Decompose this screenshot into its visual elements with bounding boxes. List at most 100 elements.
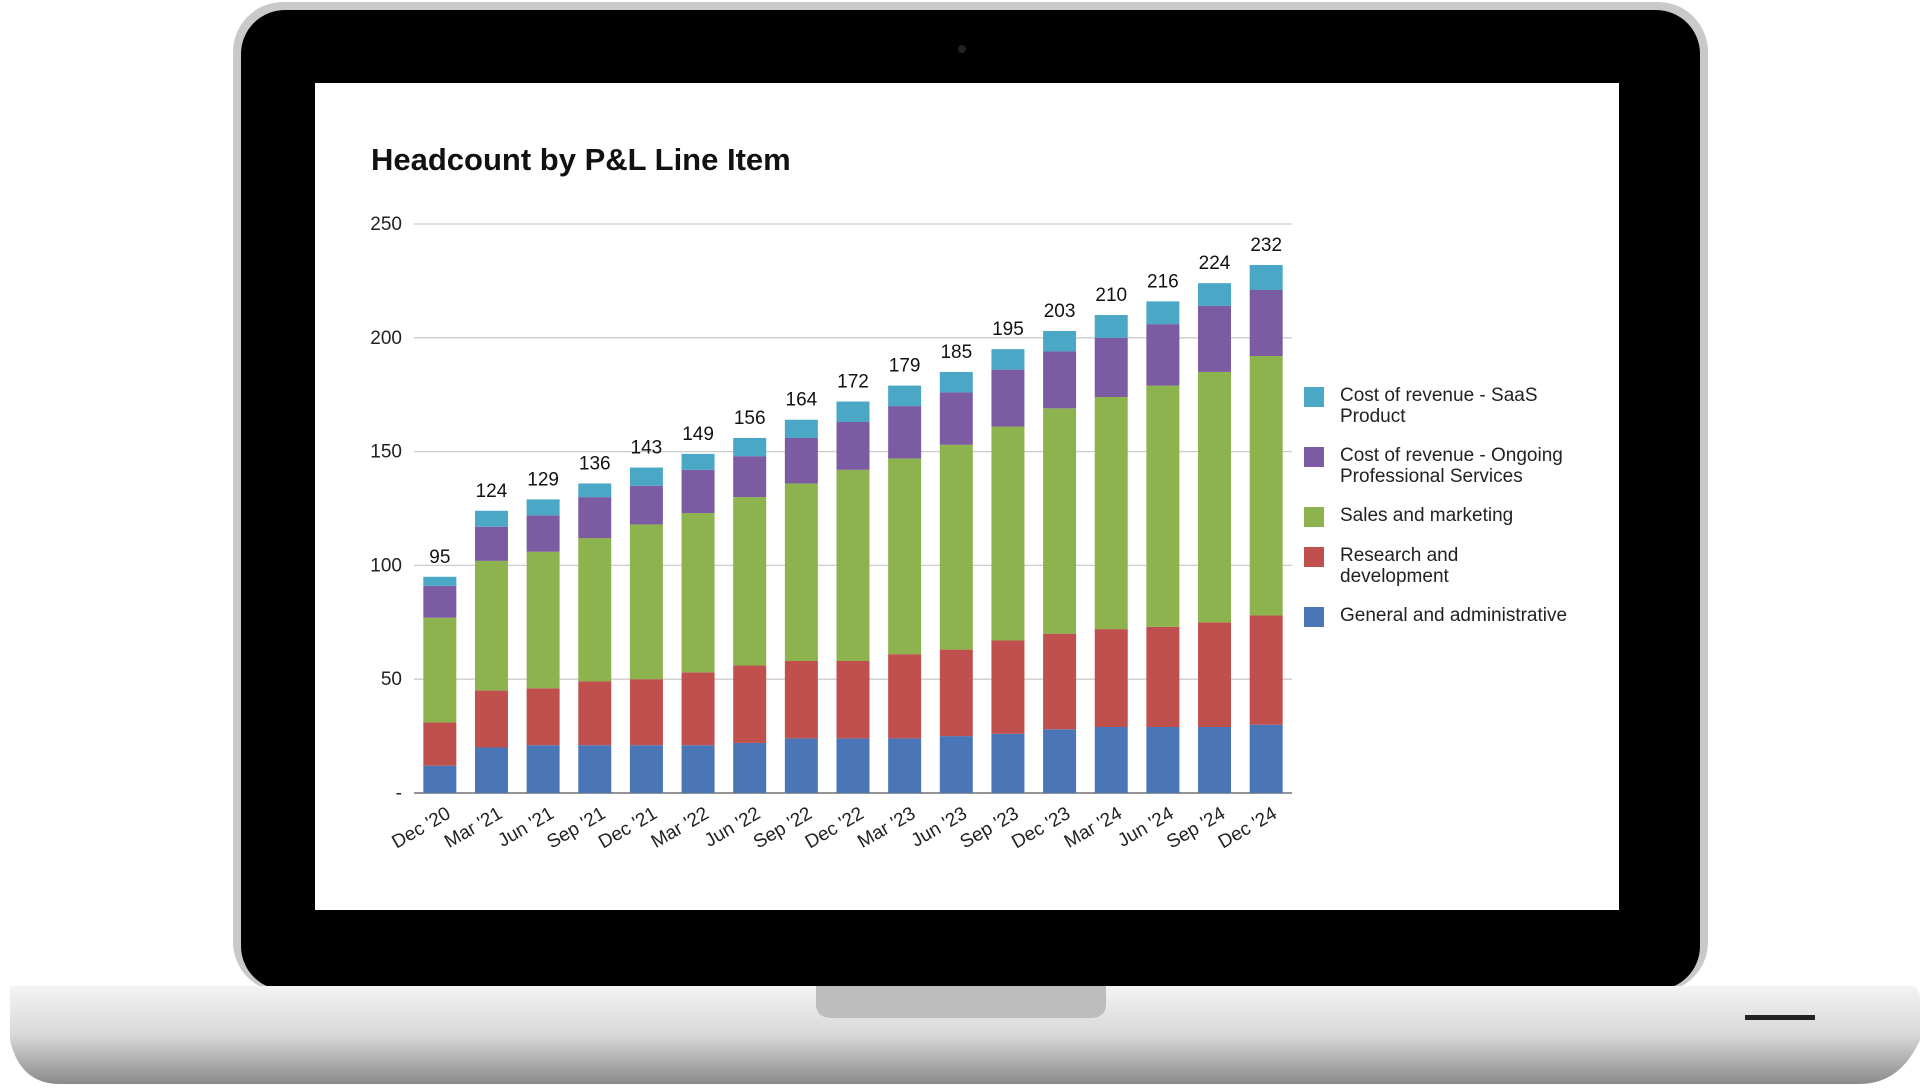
bar-segment (1043, 351, 1077, 409)
total-label: 172 (837, 372, 869, 393)
bar-segment (1198, 371, 1232, 623)
bar-segment (629, 467, 663, 486)
total-label: 136 (579, 453, 611, 474)
bar-segment (1198, 622, 1232, 727)
bar-segment (991, 733, 1025, 793)
bar-segment (888, 385, 922, 407)
total-label: 224 (1199, 253, 1231, 274)
bar-segment (1094, 396, 1128, 630)
bar-segment (1249, 615, 1283, 725)
bar-segment (836, 469, 870, 661)
total-label: 185 (940, 342, 972, 363)
total-label: 124 (476, 481, 508, 502)
bar-segment (939, 392, 973, 445)
bar-segment (991, 369, 1025, 427)
total-label: 156 (734, 408, 766, 429)
bar-segment (888, 738, 922, 793)
bar-segment (578, 483, 612, 498)
bar-segment (939, 649, 973, 737)
legend-label: Sales and marketing (1340, 505, 1514, 526)
bar-segment (939, 371, 973, 393)
bar-segment (784, 738, 818, 793)
bar-segment (578, 497, 612, 539)
bar-segment (681, 672, 715, 746)
bar-segment (1043, 408, 1077, 634)
chart-title: Headcount by P&L Line Item (371, 142, 791, 177)
camera (958, 45, 966, 53)
bar-segment (836, 401, 870, 423)
bar-segment (991, 349, 1025, 370)
bar-segment (629, 485, 663, 525)
bar-segment (423, 576, 457, 586)
bar-segment (423, 722, 457, 766)
bar-segment (1094, 315, 1128, 338)
bar-segment (423, 765, 457, 793)
bar-segment (629, 745, 663, 793)
bar-segment (1146, 626, 1180, 727)
bar-segment (1043, 729, 1077, 793)
bar-segment (1249, 290, 1283, 357)
total-label: 149 (682, 424, 714, 445)
bar-segment (423, 585, 457, 618)
total-label: 210 (1095, 285, 1127, 306)
bar-segment (681, 745, 715, 793)
total-label: 195 (992, 319, 1024, 340)
total-label: 129 (527, 469, 559, 490)
total-label: 203 (1044, 301, 1076, 322)
bar-segment (733, 742, 767, 793)
bar-segment (1198, 305, 1232, 372)
legend-item: Cost of revenue - SaaS Product (1304, 385, 1604, 427)
bar-segment (526, 551, 560, 689)
bar-segment (784, 660, 818, 739)
bar-segment (1094, 629, 1128, 727)
bar-segment (991, 426, 1025, 641)
bar-segment (681, 513, 715, 673)
legend-swatch (1304, 447, 1324, 467)
bar-segment (1094, 726, 1128, 793)
bar-segment (733, 456, 767, 498)
bar-segment (526, 745, 560, 793)
bar-segment (836, 660, 870, 739)
bar-segment (423, 617, 457, 723)
legend-item: Research and development (1304, 545, 1604, 587)
y-tick-label: 200 (370, 328, 402, 349)
bar-segment (836, 422, 870, 470)
legend: Cost of revenue - SaaS Product Cost of re… (1304, 385, 1604, 645)
bar-segment (733, 437, 767, 457)
bar-segment (888, 458, 922, 655)
legend-label: Cost of revenue - Ongoing Professional S… (1340, 445, 1563, 487)
total-label: 143 (631, 438, 663, 459)
bar-segment (991, 640, 1025, 734)
bar-segment (888, 654, 922, 739)
total-label: 179 (889, 356, 921, 377)
bar-segment (526, 515, 560, 552)
bar-segment (474, 747, 508, 793)
legend-swatch (1304, 387, 1324, 407)
total-label: 232 (1250, 235, 1282, 256)
bar-segment (836, 738, 870, 793)
bar-segment (1146, 726, 1180, 793)
legend-label: General and administrative (1340, 605, 1568, 626)
legend-swatch (1304, 547, 1324, 567)
y-tick-label: 50 (381, 669, 402, 690)
bar-segment (1249, 724, 1283, 793)
bar-segment (474, 690, 508, 748)
bar-segment (784, 483, 818, 661)
bar-segment (681, 453, 715, 470)
bar-segment (1249, 264, 1283, 291)
y-tick-label: 100 (370, 555, 402, 576)
bar-segment (526, 499, 560, 516)
total-label: 216 (1147, 271, 1179, 292)
bar-segment (578, 745, 612, 793)
legend-label: Research and development (1340, 545, 1459, 587)
legend-item: General and administrative (1304, 605, 1604, 627)
total-label: 95 (429, 547, 450, 568)
bar-segment (1043, 330, 1077, 352)
bar-segment (474, 560, 508, 691)
bar-segment (474, 510, 508, 527)
bar-segment (578, 681, 612, 746)
bar-segment (1146, 324, 1180, 386)
laptop-base (10, 986, 1920, 1084)
